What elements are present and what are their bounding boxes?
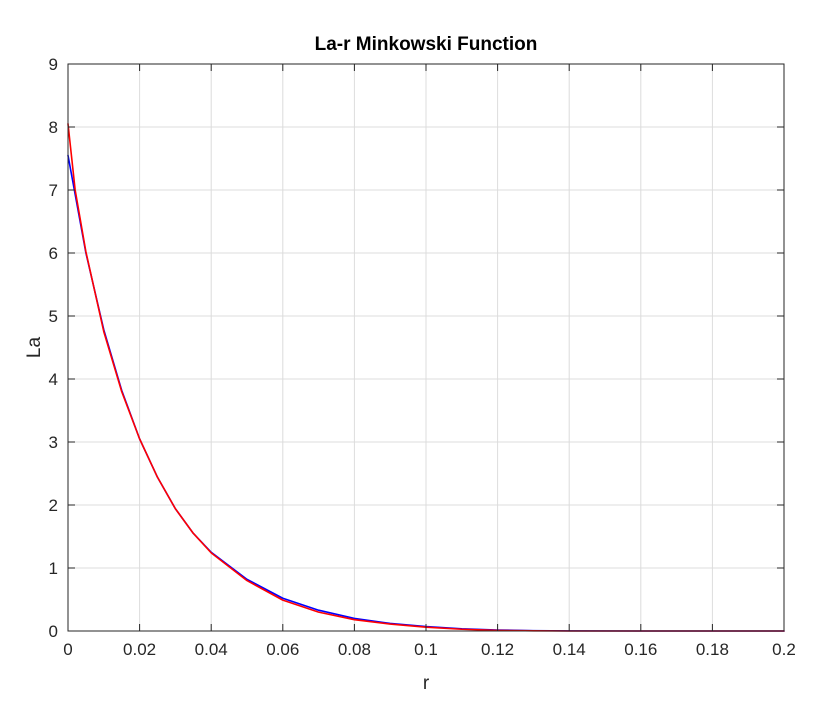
y-tick-label: 9 bbox=[49, 55, 58, 74]
x-tick-label: 0.1 bbox=[414, 640, 438, 659]
x-tick-label: 0.2 bbox=[772, 640, 796, 659]
x-tick-label: 0.04 bbox=[195, 640, 228, 659]
x-tick-label: 0 bbox=[63, 640, 72, 659]
x-tick-label: 0.08 bbox=[338, 640, 371, 659]
y-tick-label: 3 bbox=[49, 433, 58, 452]
y-tick-label: 8 bbox=[49, 118, 58, 137]
x-tick-label: 0.16 bbox=[624, 640, 657, 659]
chart-title: La-r Minkowski Function bbox=[315, 34, 538, 55]
y-tick-label: 2 bbox=[49, 496, 58, 515]
x-tick-label: 0.14 bbox=[553, 640, 586, 659]
x-tick-label: 0.12 bbox=[481, 640, 514, 659]
x-tick-label: 0.02 bbox=[123, 640, 156, 659]
x-tick-label: 0.18 bbox=[696, 640, 729, 659]
y-axis-label: La bbox=[24, 337, 45, 359]
y-tick-label: 1 bbox=[49, 559, 58, 578]
y-tick-label: 5 bbox=[49, 307, 58, 326]
y-tick-label: 6 bbox=[49, 244, 58, 263]
y-tick-label: 7 bbox=[49, 181, 58, 200]
x-tick-label: 0.06 bbox=[266, 640, 299, 659]
x-axis-label: r bbox=[423, 673, 430, 694]
y-tick-label: 4 bbox=[49, 370, 58, 389]
ticks: 0 0.02 0.04 0.06 0.08 0.1 0.12 0.14 0.16 0.18 0.2 0… bbox=[49, 55, 796, 659]
y-tick-label: 0 bbox=[49, 622, 58, 641]
